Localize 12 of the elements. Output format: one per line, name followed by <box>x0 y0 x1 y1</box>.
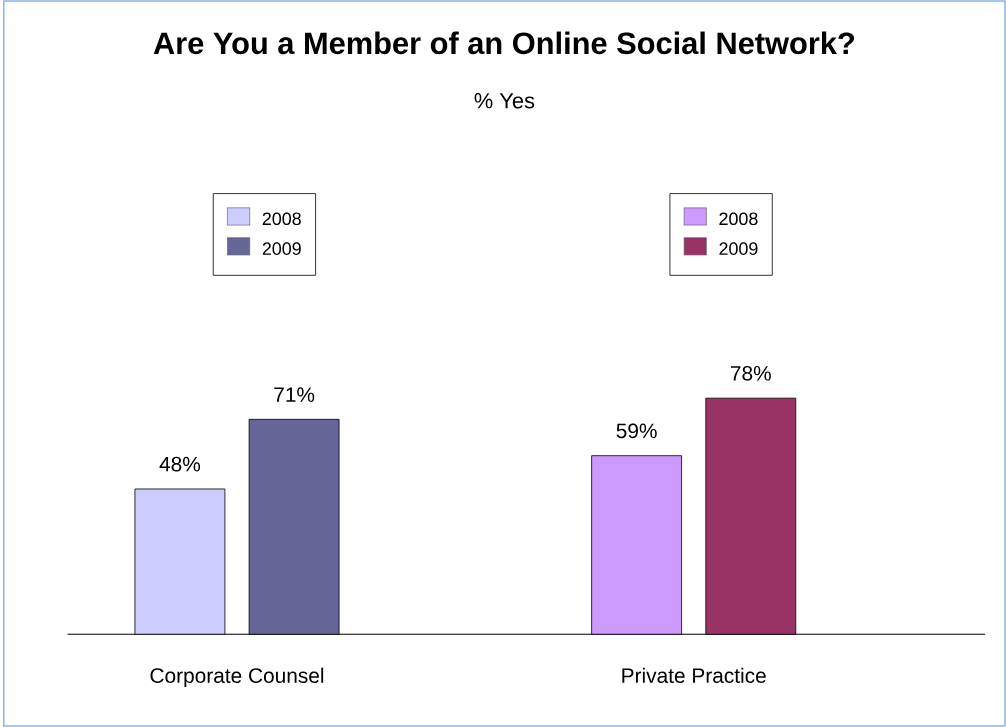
data-label: 59% <box>616 423 657 439</box>
x-tick-label: Corporate Counsel <box>150 667 324 688</box>
legend-label: 2008 <box>262 212 301 226</box>
text: 2009 <box>719 242 758 255</box>
data-label: 48% <box>159 456 201 472</box>
chart-subtitle: % Yes <box>474 93 535 109</box>
text: 2008 <box>719 212 758 226</box>
data-label: 78% <box>730 365 771 381</box>
legend-label: 2009 <box>262 242 301 255</box>
data-label: 71% <box>274 387 315 402</box>
chart-title: Are You a Member of an Online Social Network? <box>153 31 855 55</box>
x-tick-label: Private Practice <box>622 667 766 683</box>
